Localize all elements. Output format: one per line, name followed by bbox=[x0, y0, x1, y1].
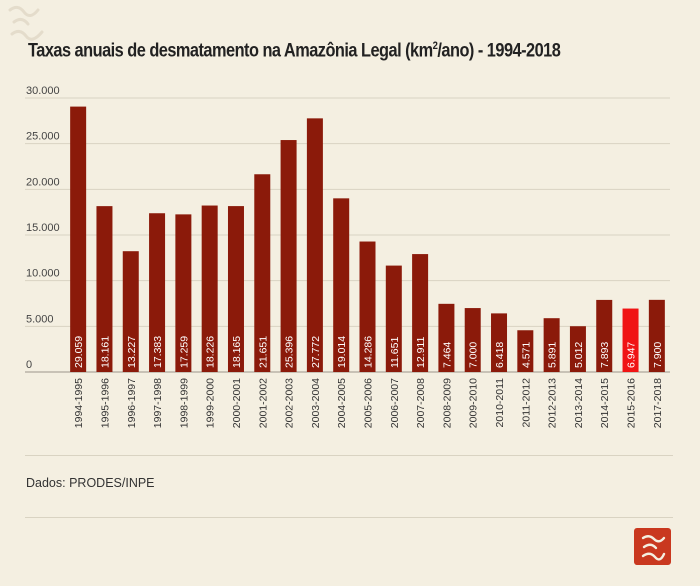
x-tick-label: 2004-2005 bbox=[336, 378, 348, 428]
data-label: 17.383 bbox=[152, 336, 164, 368]
x-tick-label: 2000-2001 bbox=[231, 378, 243, 428]
x-tick-label: 2011-2012 bbox=[520, 378, 532, 428]
bar-1996-1997 bbox=[122, 251, 139, 372]
bar-2014-2015 bbox=[596, 299, 613, 372]
data-label: 14.286 bbox=[363, 336, 375, 368]
bar-2012-2013 bbox=[543, 318, 560, 372]
bar-1997-1998 bbox=[149, 213, 166, 372]
x-tick-label: 1996-1997 bbox=[126, 378, 138, 428]
data-label: 13.227 bbox=[126, 336, 138, 368]
data-label: 18.226 bbox=[205, 336, 217, 368]
bar-1995-1996 bbox=[96, 206, 113, 372]
data-label: 27.772 bbox=[310, 336, 322, 368]
bar-1998-1999 bbox=[175, 214, 192, 372]
x-tick-label: 1994-1995 bbox=[73, 378, 85, 428]
bar-2010-2011 bbox=[491, 313, 508, 372]
bar-2015-2016 bbox=[622, 308, 639, 372]
x-tick-label: 2002-2003 bbox=[284, 378, 296, 428]
y-tick-label: 5.000 bbox=[26, 313, 54, 325]
y-tick-label: 20.000 bbox=[26, 176, 60, 188]
x-tick-label: 2008-2009 bbox=[441, 378, 453, 428]
x-tick-label: 2014-2015 bbox=[599, 378, 611, 428]
x-tick-label: 1999-2000 bbox=[205, 378, 217, 428]
x-tick-label: 2009-2010 bbox=[468, 378, 480, 428]
data-label: 5.012 bbox=[573, 342, 585, 368]
data-label: 17.259 bbox=[178, 336, 190, 368]
bar-2011-2012 bbox=[517, 330, 534, 372]
bar-2005-2006 bbox=[359, 241, 376, 372]
x-tick-label: 2003-2004 bbox=[310, 378, 322, 428]
data-label: 18.161 bbox=[99, 336, 111, 368]
data-label: 12.911 bbox=[415, 337, 427, 368]
bar-2007-2008 bbox=[412, 254, 429, 372]
bar-2006-2007 bbox=[385, 265, 402, 372]
x-tick-label: 2012-2013 bbox=[547, 378, 559, 428]
bar-chart: 0 5.000 10.000 15.000 20.000 25.000 30.000 29.0… bbox=[25, 85, 670, 428]
data-label: 19.014 bbox=[336, 336, 348, 368]
y-tick-label: 30.000 bbox=[26, 85, 60, 97]
data-label: 7.464 bbox=[441, 342, 453, 368]
brand-logo-icon bbox=[634, 528, 671, 565]
x-tick-label: 2007-2008 bbox=[415, 378, 427, 428]
bar-2013-2014 bbox=[569, 326, 586, 372]
data-label: 18.165 bbox=[231, 336, 243, 368]
divider-top bbox=[25, 455, 673, 456]
data-label: 11.651 bbox=[389, 337, 401, 368]
bar-2002-2003 bbox=[280, 140, 297, 372]
x-tick-label: 2010-2011 bbox=[494, 378, 506, 428]
y-tick-label: 25.000 bbox=[26, 131, 60, 143]
data-label: 6.947 bbox=[626, 342, 638, 368]
bar-2003-2004 bbox=[306, 118, 323, 373]
y-tick-label: 15.000 bbox=[26, 222, 60, 234]
x-tick-label: 2006-2007 bbox=[389, 378, 401, 428]
x-tick-label: 2017-2018 bbox=[652, 378, 664, 428]
corner-ornament-icon bbox=[8, 5, 44, 41]
data-label: 6.418 bbox=[494, 342, 506, 368]
x-tick-label: 2013-2014 bbox=[573, 378, 585, 428]
data-label: 29.059 bbox=[73, 336, 85, 368]
data-label: 7.000 bbox=[468, 342, 480, 368]
x-tick-label: 1998-1999 bbox=[178, 378, 190, 428]
data-label: 21.651 bbox=[257, 336, 269, 368]
bar-2000-2001 bbox=[227, 206, 244, 372]
x-tick-label: 1995-1996 bbox=[99, 378, 111, 428]
x-tick-label: 2001-2002 bbox=[257, 378, 269, 428]
source-note: Dados: PRODES/INPE bbox=[26, 476, 155, 490]
x-tick-label: 2015-2016 bbox=[626, 378, 638, 428]
bar-1999-2000 bbox=[201, 205, 218, 372]
data-label: 25.396 bbox=[284, 336, 296, 368]
data-label: 7.900 bbox=[652, 342, 664, 368]
bar-2009-2010 bbox=[464, 308, 481, 372]
data-label: 4.571 bbox=[520, 342, 532, 368]
y-tick-label: 0 bbox=[26, 359, 32, 371]
bar-2004-2005 bbox=[333, 198, 350, 372]
x-tick-label: 1997-1998 bbox=[152, 378, 164, 428]
bar-1994-1995 bbox=[70, 106, 87, 372]
chart-title: Taxas anuais de desmatamento na Amazônia… bbox=[28, 40, 561, 62]
data-label: 7.893 bbox=[599, 342, 611, 368]
x-tick-label: 2005-2006 bbox=[363, 378, 375, 428]
bar-2017-2018 bbox=[648, 299, 665, 372]
bar-2008-2009 bbox=[438, 303, 455, 372]
divider-bottom bbox=[25, 517, 673, 518]
y-tick-label: 10.000 bbox=[26, 268, 60, 280]
bar-2001-2002 bbox=[254, 174, 271, 372]
data-label: 5.891 bbox=[547, 342, 559, 368]
